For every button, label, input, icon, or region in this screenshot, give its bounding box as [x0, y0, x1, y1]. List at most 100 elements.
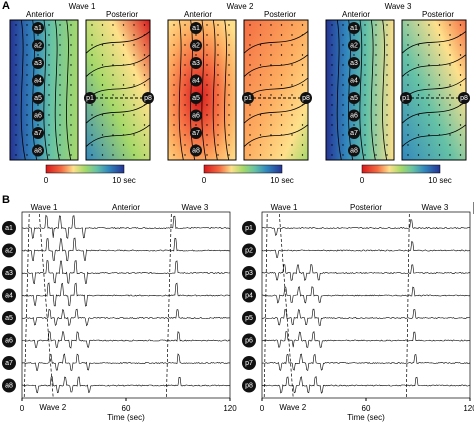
- annotation: Anterior: [112, 203, 140, 212]
- grid-dot: [122, 84, 125, 86]
- grid-dot: [407, 124, 409, 126]
- grid-dot: [143, 134, 146, 136]
- grid-dot: [59, 24, 61, 26]
- channel-label: a2: [5, 247, 13, 254]
- grid-dot: [15, 64, 17, 66]
- grid-dot: [173, 134, 175, 136]
- electrode: [458, 92, 470, 104]
- grid-dot: [353, 34, 355, 36]
- grid-dot: [270, 84, 272, 86]
- grid-dot: [449, 124, 451, 126]
- grid-dot: [228, 84, 230, 86]
- grid-dot: [228, 34, 230, 36]
- electrode: [190, 22, 202, 34]
- electrode: [190, 127, 202, 139]
- grid-dot: [364, 114, 366, 116]
- grid-dot: [143, 34, 146, 36]
- grid-dot: [173, 34, 175, 36]
- grid-dot: [228, 24, 230, 26]
- grid-dot: [375, 104, 377, 106]
- grid-dot: [291, 44, 293, 46]
- grid-dot: [48, 114, 50, 116]
- grid-dot: [37, 104, 39, 106]
- grid-dot: [331, 94, 333, 96]
- grid-dot: [101, 154, 104, 156]
- grid-dot: [449, 94, 451, 96]
- electrode-label: a3: [34, 60, 42, 67]
- channel-badge: [242, 333, 256, 348]
- grid-dot: [112, 134, 114, 136]
- wave-arrow: [263, 213, 268, 399]
- grid-dot: [291, 74, 293, 76]
- grid-dot: [112, 54, 114, 56]
- electrode-label: a1: [34, 25, 42, 32]
- electrode: [32, 74, 44, 87]
- grid-dot: [407, 144, 409, 146]
- electrode: [32, 109, 44, 122]
- grid-dot: [133, 104, 135, 106]
- grid-dot: [301, 54, 304, 56]
- grid-dot: [173, 84, 175, 86]
- grid-dot: [26, 104, 28, 106]
- grid-dot: [217, 34, 219, 36]
- grid-dot: [331, 74, 333, 76]
- contour-map: [85, 19, 151, 161]
- axis-label: Time (sec): [347, 413, 385, 422]
- channel-label: a3: [5, 270, 13, 277]
- contour-line: [85, 124, 151, 147]
- grid-dot: [364, 144, 366, 146]
- channel-badge: [2, 288, 16, 303]
- grid-dot: [26, 114, 28, 116]
- grid-dot: [206, 84, 208, 86]
- grid-dot: [206, 124, 208, 126]
- channel-label: a5: [5, 315, 13, 322]
- grid-dot: [249, 74, 251, 76]
- trace: [261, 240, 471, 258]
- grid-dot: [438, 134, 441, 136]
- grid-dot: [101, 114, 104, 116]
- map-title: Wave 2: [227, 2, 254, 11]
- grid-dot: [133, 124, 135, 126]
- grid-dot: [15, 54, 17, 56]
- grid-dot: [48, 84, 50, 86]
- grid-dot: [101, 44, 104, 46]
- grid-dot: [143, 84, 146, 86]
- grid-dot: [449, 104, 451, 106]
- grid-dot: [26, 24, 28, 26]
- grid-dot: [122, 104, 125, 106]
- grid-dot: [280, 64, 283, 66]
- electrode: [348, 39, 360, 52]
- grid-dot: [206, 74, 208, 76]
- grid-dot: [184, 44, 186, 46]
- grid-dot: [331, 64, 333, 66]
- electrode-label: a7: [350, 130, 358, 137]
- grid-dot: [101, 34, 104, 36]
- channel-label: a7: [5, 360, 13, 367]
- electrode: [190, 92, 202, 104]
- colorbar-label: 10 sec: [112, 176, 136, 185]
- grid-dot: [270, 124, 272, 126]
- grid-dot: [228, 144, 230, 146]
- grid-dot: [70, 64, 72, 66]
- channel-label: p5: [245, 315, 253, 322]
- grid-dot: [342, 54, 344, 56]
- electrode: [32, 127, 44, 139]
- electrode: [300, 92, 312, 104]
- grid-dot: [301, 134, 304, 136]
- channel-badge: [242, 288, 256, 303]
- grid-dot: [91, 124, 93, 126]
- grid-dot: [184, 114, 186, 116]
- grid-dot: [112, 94, 114, 96]
- grid-dot: [270, 104, 272, 106]
- grid-dot: [70, 124, 72, 126]
- contour-line: [382, 19, 388, 161]
- grid-dot: [184, 134, 186, 136]
- grid-dot: [364, 54, 366, 56]
- grid-dot: [449, 54, 451, 56]
- grid-dot: [301, 74, 304, 76]
- grid-dot: [26, 34, 28, 36]
- contour-line: [243, 124, 309, 147]
- grid-dot: [249, 104, 251, 106]
- grid-dot: [59, 44, 61, 46]
- grid-dot: [184, 74, 186, 76]
